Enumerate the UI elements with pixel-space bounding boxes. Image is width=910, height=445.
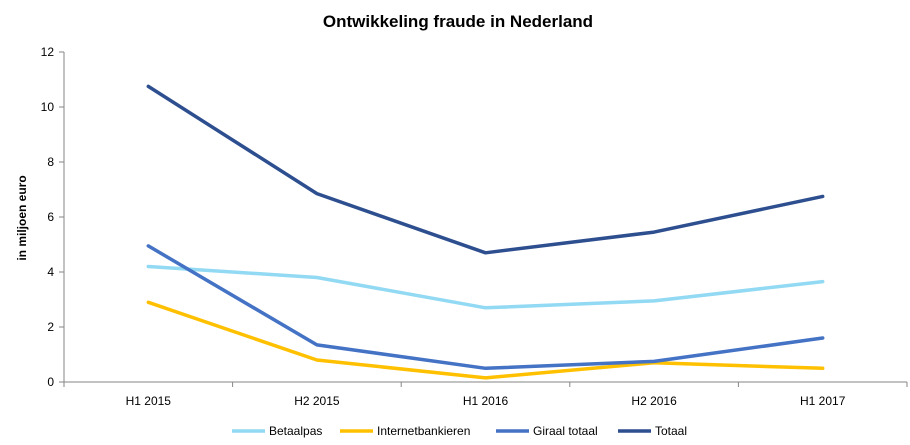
legend: Betaalpas Internetbankieren Giraal totaal T… xyxy=(232,424,687,438)
y-tick-label: 2 xyxy=(47,320,54,334)
legend-label: Internetbankieren xyxy=(377,424,470,438)
y-tick-label: 12 xyxy=(41,45,55,59)
legend-label: Betaalpas xyxy=(269,424,322,438)
y-axis: 0 2 4 6 8 10 12 xyxy=(41,45,65,389)
series-line-totaal xyxy=(146,84,825,255)
y-tick-label: 4 xyxy=(47,265,54,279)
y-axis-title: in miljoen euro xyxy=(15,175,29,260)
x-tick-label: H1 2015 xyxy=(126,394,172,408)
x-tick-label: H1 2017 xyxy=(800,394,846,408)
series-line-betaalpas xyxy=(146,264,825,310)
x-tick-label: H2 2015 xyxy=(294,394,340,408)
series-layer xyxy=(146,84,825,380)
legend-label: Totaal xyxy=(655,424,687,438)
y-tick-label: 6 xyxy=(47,210,54,224)
x-tick-label: H1 2016 xyxy=(463,394,509,408)
x-axis: H1 2015 H2 2015 H1 2016 H2 2016 H1 2017 xyxy=(63,381,908,408)
x-tick-label: H2 2016 xyxy=(631,394,677,408)
chart-title: Ontwikkeling fraude in Nederland xyxy=(323,12,593,31)
legend-label: Giraal totaal xyxy=(533,424,598,438)
series-line-giraal-totaal xyxy=(146,244,825,371)
y-tick-label: 0 xyxy=(47,375,54,389)
y-tick-label: 10 xyxy=(41,100,55,114)
series-line-internetbankieren xyxy=(146,300,825,380)
y-tick-label: 8 xyxy=(47,155,54,169)
